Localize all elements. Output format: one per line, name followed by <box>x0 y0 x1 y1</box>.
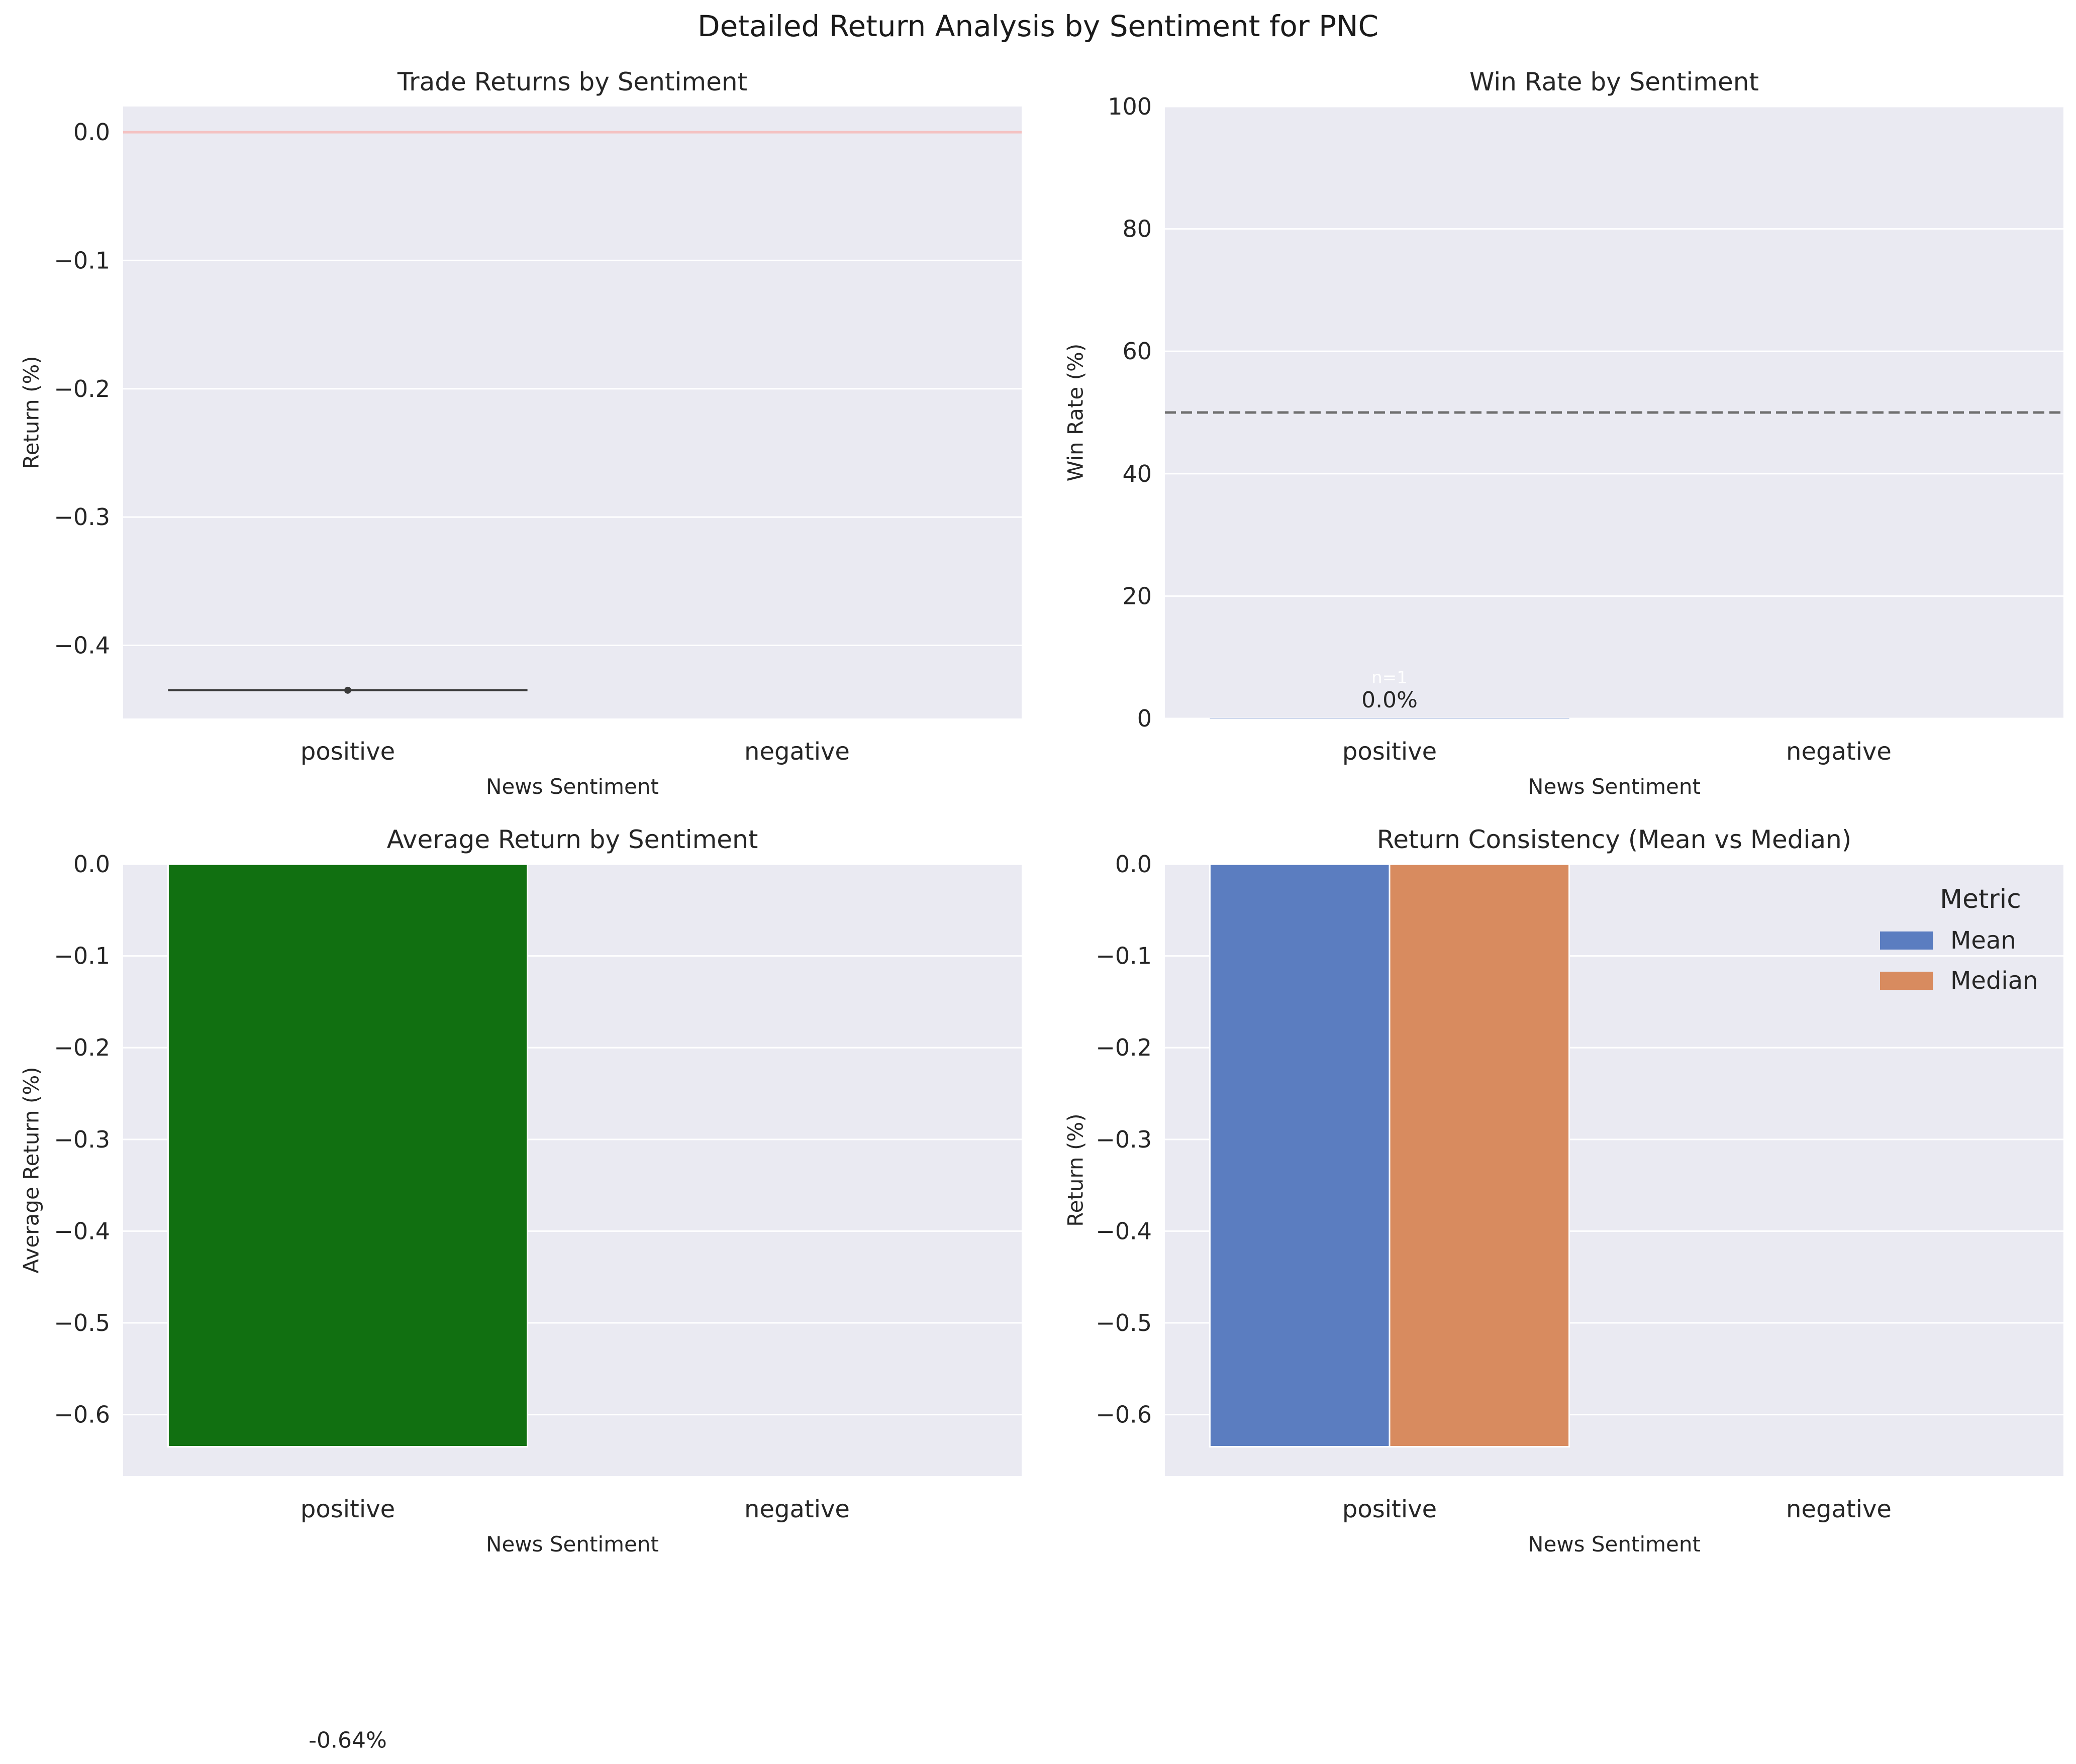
consistency-ytick-label: 0.0 <box>1115 851 1152 878</box>
trade-returns-xtick-label-negative: negative <box>744 738 850 766</box>
win-rate-value-label-positive: 0.0% <box>1361 687 1418 713</box>
consistency-ytick-label: −0.6 <box>1096 1401 1152 1428</box>
avg-return-xtick-label-negative: negative <box>744 1495 850 1523</box>
avg-return-ytick-label: 0.0 <box>73 851 110 878</box>
win-rate-ytick-label: 60 <box>1122 338 1152 365</box>
avg-return-ylabel: Average Return (%) <box>19 1067 44 1273</box>
win-rate-count-label-positive: n=1 <box>1371 668 1408 688</box>
trade-returns-ytick-label: −0.2 <box>54 375 110 402</box>
figure-title: Detailed Return Analysis by Sentiment fo… <box>698 9 1378 43</box>
trade-returns-plot-area <box>123 107 1022 718</box>
avg-return-ytick-label: −0.3 <box>54 1126 110 1153</box>
trade-returns-ylabel: Return (%) <box>19 356 44 469</box>
avg-return-title: Average Return by Sentiment <box>387 825 758 854</box>
trade-returns-ytick-label: −0.1 <box>54 247 110 274</box>
consistency-legend-swatch-mean <box>1880 931 1933 950</box>
win-rate-xtick-label-negative: negative <box>1786 738 1892 766</box>
trade-returns-xlabel: News Sentiment <box>486 774 659 799</box>
consistency-title: Return Consistency (Mean vs Median) <box>1377 825 1852 854</box>
trade-returns-title: Trade Returns by Sentiment <box>397 67 747 96</box>
win-rate-bar-positive <box>1210 718 1569 719</box>
win-rate-ytick-label: 100 <box>1108 93 1152 120</box>
win-rate-xtick-label-positive: positive <box>1342 738 1437 766</box>
consistency-xtick-label-positive: positive <box>1342 1495 1437 1523</box>
consistency-ytick-label: −0.1 <box>1096 943 1152 970</box>
win-rate-ylabel: Win Rate (%) <box>1063 344 1088 482</box>
win-rate-xlabel: News Sentiment <box>1528 774 1701 799</box>
win-rate-ytick-label: 0 <box>1137 705 1152 732</box>
consistency-ytick-label: −0.5 <box>1096 1309 1152 1336</box>
consistency-legend-swatch-median <box>1880 972 1933 990</box>
avg-return-ytick-label: −0.2 <box>54 1034 110 1061</box>
consistency-ytick-label: −0.2 <box>1096 1034 1152 1061</box>
trade-returns-ytick-label: −0.3 <box>54 503 110 531</box>
avg-return-xtick-label-positive: positive <box>301 1495 395 1523</box>
win-rate-ytick-label: 20 <box>1122 582 1152 609</box>
avg-return-value-label-positive: -0.64% <box>309 1727 387 1753</box>
win-rate-ytick-label: 80 <box>1122 216 1152 243</box>
avg-return-xlabel: News Sentiment <box>486 1532 659 1557</box>
win-rate-ytick-label: 40 <box>1122 460 1152 487</box>
avg-return-ytick-label: −0.1 <box>54 943 110 970</box>
consistency-bar-mean-positive <box>1209 863 1391 1448</box>
consistency-xtick-label-negative: negative <box>1786 1495 1892 1523</box>
avg-return-ytick-label: −0.4 <box>54 1217 110 1244</box>
consistency-ylabel: Return (%) <box>1063 1113 1088 1226</box>
consistency-ytick-label: −0.3 <box>1096 1126 1152 1153</box>
consistency-legend-title: Metric <box>1940 884 2021 914</box>
avg-return-bar-positive <box>167 863 529 1448</box>
trade-returns-ytick-label: 0.0 <box>73 119 110 146</box>
consistency-bar-median-positive <box>1389 863 1570 1448</box>
avg-return-ytick-label: −0.6 <box>54 1401 110 1428</box>
consistency-legend-label-median: Median <box>1950 967 2038 995</box>
consistency-legend-label-mean: Mean <box>1950 926 2016 955</box>
consistency-xlabel: News Sentiment <box>1528 1532 1701 1557</box>
win-rate-title: Win Rate by Sentiment <box>1469 67 1759 96</box>
trade-returns-ytick-label: −0.4 <box>54 632 110 659</box>
trade-returns-xtick-label-positive: positive <box>301 738 395 766</box>
avg-return-ytick-label: −0.5 <box>54 1309 110 1336</box>
trade-returns-point-positive <box>344 686 351 694</box>
consistency-ytick-label: −0.4 <box>1096 1217 1152 1244</box>
